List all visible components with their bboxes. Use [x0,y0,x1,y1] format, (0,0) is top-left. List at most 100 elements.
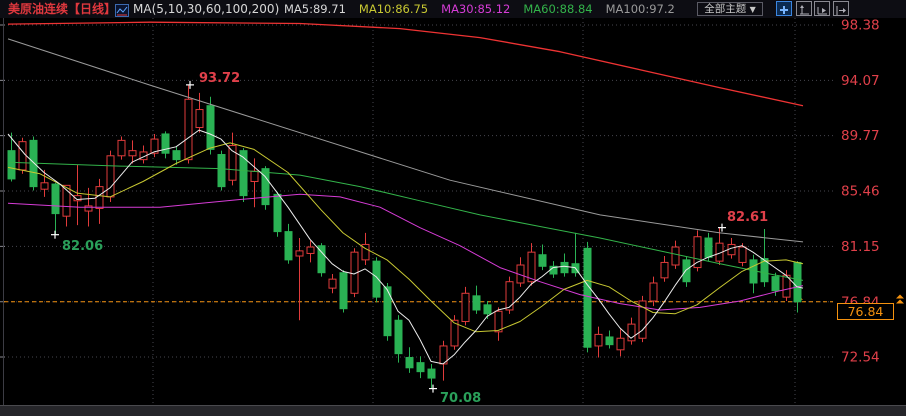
ma100-line [7,38,804,243]
candle [605,336,614,346]
candle [583,247,592,348]
price-annotation: 82.06 [51,230,103,254]
candle [394,319,403,355]
ma-value-ma30: MA30:85.12 [441,2,511,16]
candle [416,362,425,373]
ma200-line [7,21,804,107]
candle [317,245,326,274]
x-axis-line [0,405,906,406]
candle [671,246,680,266]
candle [660,261,669,279]
candle [217,154,226,188]
annotation-label: 82.06 [62,239,103,254]
move-crosshair-icon[interactable] [776,1,792,16]
chevron-down-icon: ▼ [749,5,756,14]
theme-selector-dropdown[interactable]: 全部主题 ▼ [697,2,763,16]
candle [62,184,71,217]
candle [771,276,780,292]
candle [239,150,248,197]
annotation-label: 70.08 [440,391,481,406]
axis-price-label: 85.46 [841,184,880,200]
candle [273,193,282,233]
candle [682,259,691,283]
ma5-line [7,129,804,365]
candle [84,205,93,212]
axis-price-label: 81.15 [841,239,880,255]
candle [450,319,459,347]
candle [172,150,181,161]
indicator-label[interactable]: MA(5,10,30,60,100,200) [133,2,280,16]
candle [693,236,702,269]
candle [638,300,647,339]
ma-values-group: MA5:89.71 MA10:86.75 MA30:85.12 MA60:88.84 M… [284,1,675,17]
candle [250,170,259,182]
candle [649,282,658,302]
annotation-label: 93.72 [199,71,240,86]
candle [261,168,270,206]
indicator-chart-icon[interactable] [115,2,129,17]
candle [483,304,492,315]
candle [295,250,304,257]
candle [793,261,802,303]
candle [372,260,381,298]
candle [95,186,104,209]
candle [106,155,115,198]
candles-layer [7,84,802,389]
candle [461,292,470,323]
ma30-line [7,193,804,311]
axis-price-label: 94.07 [841,73,880,89]
price-annotation: 70.08 [429,384,481,406]
price-pointer-icon[interactable] [894,290,906,309]
current-price-tag[interactable]: 76.84 [837,303,894,320]
candle [339,272,348,310]
pan-right-icon[interactable] [833,1,849,16]
ma-value-ma60: MA60:88.84 [523,2,593,16]
ma60-line [7,161,804,281]
candle [738,246,747,263]
candle [228,145,237,181]
candle [383,286,392,337]
candle [494,310,503,333]
header-bar: 美原油连续【日线】 MA(5,10,30,60,100,200) MA5:89.… [0,0,906,18]
candle [73,195,82,202]
candle [361,243,370,261]
candle [7,150,16,180]
axis-zoom-up-icon[interactable] [796,1,812,16]
candle [594,333,603,347]
candle [150,138,159,154]
candle [117,139,126,157]
candle [284,231,293,261]
candle [616,337,625,351]
ma-value-ma10: MA10:86.75 [358,2,429,16]
candle [472,295,481,311]
ma-value-ma100: MA100:97.2 [605,2,675,16]
candle [306,246,315,254]
candle [704,237,713,258]
symbol-title: 美原油连续【日线】 [8,2,117,16]
candle [18,141,27,171]
candle [560,261,569,274]
time-axis-strip[interactable] [0,406,906,416]
candle [527,251,536,283]
candle [350,251,359,294]
candle [184,98,193,161]
candle [627,323,636,342]
candle [328,278,337,289]
price-annotation: 93.72 [186,71,240,89]
candle [139,151,148,161]
axis-price-label: 89.77 [841,128,880,144]
axis-price-label: 98.38 [841,18,880,34]
candle [206,105,215,150]
axis-zoom-right-icon[interactable] [814,1,830,16]
candle [161,133,170,154]
candle [427,368,436,379]
candle [538,254,547,267]
ma10-line [7,142,804,333]
candle [195,109,204,129]
candle [51,183,60,215]
candle [40,182,49,190]
candle [405,357,414,369]
